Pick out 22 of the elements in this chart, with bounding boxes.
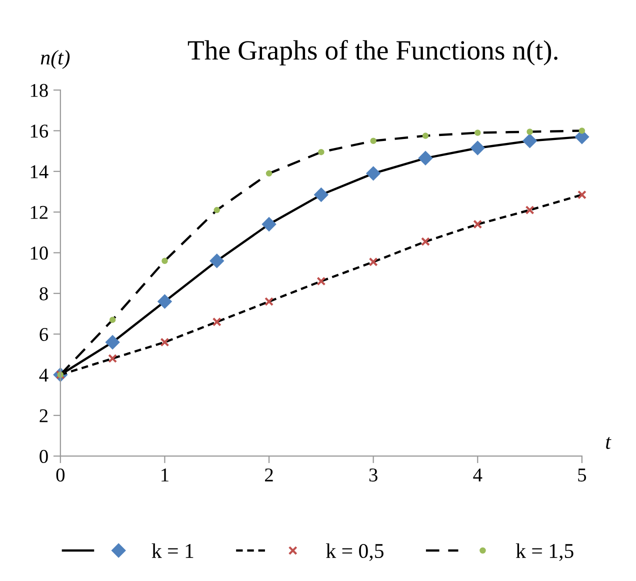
x-tick-label: 3 <box>369 468 378 482</box>
y-tick-label: 14 <box>30 165 48 178</box>
y-tick-label: 4 <box>39 368 48 382</box>
y-tick-label: 8 <box>40 287 48 300</box>
legend-label: k = 1,5 <box>516 543 574 562</box>
legend-label: k = 0,5 <box>326 543 384 562</box>
y-tick-label: 18 <box>30 84 48 97</box>
y-tick-label: 16 <box>30 124 48 138</box>
x-tick-label: 2 <box>265 468 273 482</box>
x-axis-title: t <box>606 437 612 449</box>
x-tick-label: 5 <box>578 468 586 482</box>
y-tick-label: 12 <box>30 206 48 219</box>
y-tick-label: 6 <box>40 328 48 342</box>
chart-title: The Graphs of the Functions n(t). <box>188 40 558 66</box>
y-tick-label: 10 <box>30 246 48 260</box>
y-axis-title: n(t) <box>40 50 70 69</box>
x-tick-label: 4 <box>473 468 482 482</box>
y-tick-label: 0 <box>40 450 48 464</box>
x-tick-label: 0 <box>56 468 65 482</box>
y-tick-label: 2 <box>40 409 48 422</box>
legend-label: k = 1 <box>152 543 194 558</box>
x-tick-label: 1 <box>162 468 168 482</box>
